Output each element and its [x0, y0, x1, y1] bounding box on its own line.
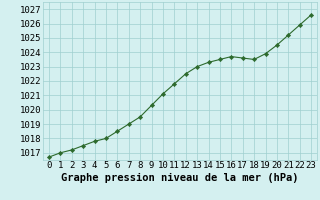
X-axis label: Graphe pression niveau de la mer (hPa): Graphe pression niveau de la mer (hPa) — [61, 173, 299, 183]
